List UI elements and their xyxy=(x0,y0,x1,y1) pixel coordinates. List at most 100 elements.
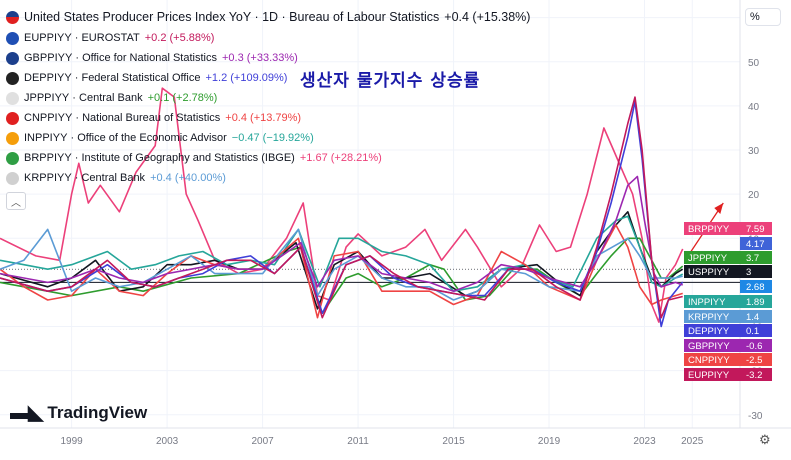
legend-item-deppiyy[interactable]: DEPPIYY · Federal Statistical Office +1.2… xyxy=(6,68,530,88)
legend-item-source: National Bureau of Statistics xyxy=(82,112,221,124)
legend-item-krppiyy[interactable]: KRPPIYY · Central Bank +0.4 (+40.00%) xyxy=(6,168,530,188)
last-value-text: 3 xyxy=(746,267,751,278)
x-tick-label: 2007 xyxy=(251,436,274,447)
legend-main-series[interactable]: United States Producer Prices Index YoY … xyxy=(6,6,530,28)
legend: United States Producer Prices Index YoY … xyxy=(6,6,530,210)
series-tag-gbppiyy xyxy=(684,339,740,352)
legend-item-source: Central Bank xyxy=(79,92,143,104)
series-tag-label: BRPPIYY xyxy=(688,224,730,235)
x-tick-label: 2003 xyxy=(156,436,179,447)
collapse-legend-button[interactable]: ︿ xyxy=(6,192,26,210)
legend-item-label: BRPPIYY xyxy=(24,152,72,164)
last-value-text: 1.4 xyxy=(746,312,759,323)
legend-item-change: +0.4 (+40.00%) xyxy=(150,172,226,184)
trend-arrow-head xyxy=(714,202,724,214)
series-tag-cnppiyy xyxy=(684,353,740,366)
series-line-jpppiyy[interactable] xyxy=(0,237,684,315)
legend-item-source: Central Bank xyxy=(81,172,146,184)
tradingview-mark-icon: ▬◣ xyxy=(10,402,43,424)
main-series-change: +0.4 (+15.38%) xyxy=(444,10,531,24)
separator: · xyxy=(71,172,82,184)
annotation-text: 생산자 물가지수 상승률 xyxy=(300,71,481,91)
series-tag-label: KRPPIYY xyxy=(688,312,730,323)
flag-icon xyxy=(6,111,19,125)
legend-item-change: +0.3 (+33.33%) xyxy=(221,52,298,64)
x-tick-label: 1999 xyxy=(60,436,83,447)
legend-item-gbppiyy[interactable]: GBPPIYY · Office for National Statistics… xyxy=(6,48,530,68)
series-tag-label: CNPPIYY xyxy=(688,355,730,366)
series-line-brppiyy[interactable] xyxy=(0,87,684,323)
legend-item-label: EUPPIYY xyxy=(24,32,72,44)
legend-item-euppiyy[interactable]: EUPPIYY · EUROSTAT +0.2 (+5.88%) xyxy=(6,28,530,48)
legend-item-change: +0.4 (+13.79%) xyxy=(225,112,302,124)
series-line-gbppiyy[interactable] xyxy=(0,175,683,292)
last-value-text: 4.17 xyxy=(746,239,765,250)
last-value-badge xyxy=(740,310,772,323)
legend-item-jpppiyy[interactable]: JPPPIYY · Central Bank +0.1 (+2.78%) xyxy=(6,88,530,108)
legend-item-label: CNPPIYY xyxy=(24,112,73,124)
flag-icon xyxy=(6,51,19,65)
separator: · xyxy=(72,52,83,64)
x-tick-label: 2019 xyxy=(538,436,561,447)
series-tag-brppiyy xyxy=(684,222,740,235)
last-value-text: 3.7 xyxy=(746,253,759,264)
last-value-text: -0.6 xyxy=(746,341,762,352)
series-tag-deppiyy xyxy=(684,324,740,337)
series-tag-label: DEPPIYY xyxy=(688,326,730,337)
legend-item-source: EUROSTAT xyxy=(81,32,140,44)
scale-percent-button[interactable]: % xyxy=(745,8,781,26)
flag-icon xyxy=(6,91,19,105)
series-line-usppiyy[interactable] xyxy=(0,211,684,310)
series-tag-euppiyy xyxy=(684,368,740,381)
last-value-text: -3.2 xyxy=(746,370,762,381)
legend-item-source: Office for National Statistics xyxy=(82,52,217,64)
y-tick-label: 20 xyxy=(748,190,760,201)
x-tick-label: 2023 xyxy=(633,436,656,447)
legend-item-change: +1.67 (+28.21%) xyxy=(299,152,382,164)
last-value-text: 2.68 xyxy=(746,282,765,293)
series-tag-label: GBPPIYY xyxy=(688,341,730,352)
legend-item-brppiyy[interactable]: BRPPIYY · Institute of Geography and Sta… xyxy=(6,148,530,168)
us-flag-icon xyxy=(6,10,19,24)
series-line-euppiyy[interactable] xyxy=(0,96,683,319)
x-tick-label: 2015 xyxy=(442,436,465,447)
flag-icon xyxy=(6,171,19,185)
legend-item-source: Federal Statistical Office xyxy=(81,72,201,84)
series-tag-label: EUPPIYY xyxy=(688,370,730,381)
flag-icon xyxy=(6,131,19,145)
scale-label: % xyxy=(750,11,760,23)
last-value-badge xyxy=(740,222,772,235)
legend-item-change: +0.2 (+5.88%) xyxy=(144,32,215,44)
last-value-badge xyxy=(740,251,772,264)
tradingview-logo[interactable]: ▬◣ TradingView xyxy=(10,400,147,425)
legend-item-label: GBPPIYY xyxy=(24,52,73,64)
separator: · xyxy=(71,152,82,164)
series-tag-jpppiyy xyxy=(684,251,740,264)
last-value-text: 0.1 xyxy=(746,326,759,337)
series-tag-inppiyy xyxy=(684,295,740,308)
x-tick-label: 2025 xyxy=(681,436,704,447)
series-tag-label: USPPIYY xyxy=(688,267,730,278)
series-line-inppiyy[interactable] xyxy=(0,215,684,292)
legend-item-inppiyy[interactable]: INPPIYY · Office of the Economic Advisor… xyxy=(6,128,530,148)
y-tick-label: 40 xyxy=(748,102,760,113)
x-tick-label: 2011 xyxy=(347,436,369,447)
gear-icon[interactable]: ⚙ xyxy=(759,432,771,447)
series-tag-krppiyy xyxy=(684,310,740,323)
last-value-text: -2.5 xyxy=(746,355,762,366)
legend-item-source: Office of the Economic Advisor xyxy=(77,132,227,144)
legend-item-label: KRPPIYY xyxy=(24,172,72,184)
legend-item-label: DEPPIYY xyxy=(24,72,72,84)
last-value-badge xyxy=(740,295,772,308)
legend-item-change: +1.2 (+109.09%) xyxy=(205,72,288,84)
series-tag-label: INPPIYY xyxy=(688,297,726,308)
series-line-krppiyy[interactable] xyxy=(0,228,683,301)
last-value-badge xyxy=(740,353,772,366)
last-value-badge xyxy=(740,237,772,250)
legend-item-cnppiyy[interactable]: CNPPIYY · National Bureau of Statistics +… xyxy=(6,108,530,128)
last-value-text: 7.59 xyxy=(746,224,765,235)
separator: · xyxy=(69,92,80,104)
chevron-up-icon: ︿ xyxy=(11,197,21,209)
separator: · xyxy=(72,112,83,124)
